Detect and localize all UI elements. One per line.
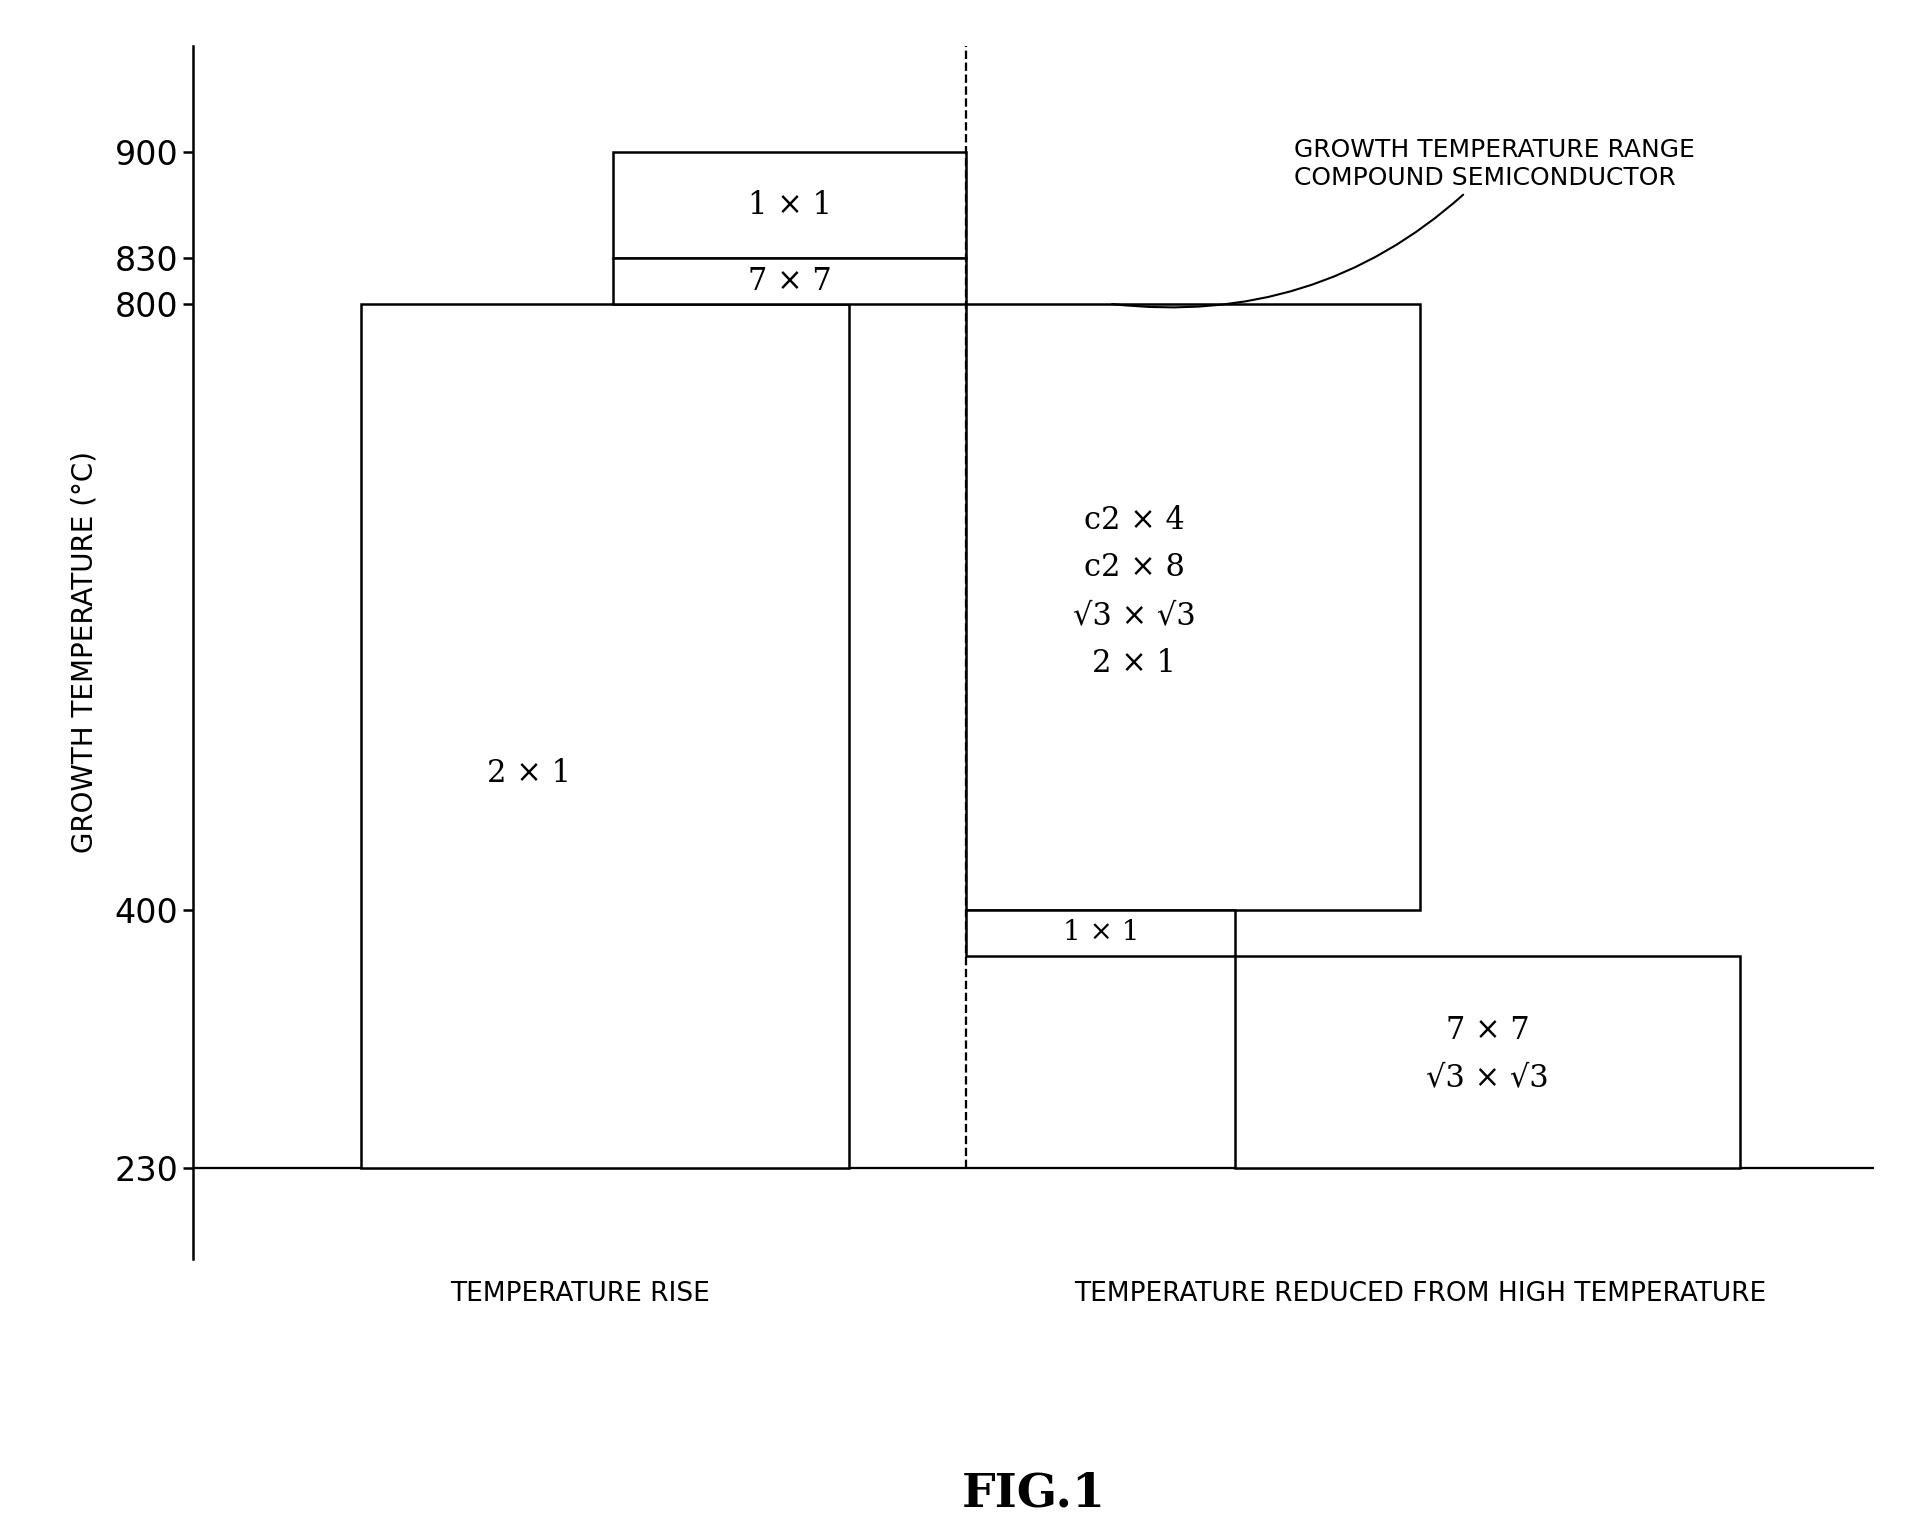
Text: TEMPERATURE REDUCED FROM HIGH TEMPERATURE: TEMPERATURE REDUCED FROM HIGH TEMPERATUR… bbox=[1074, 1282, 1766, 1308]
Text: GROWTH TEMPERATURE RANGE
COMPOUND SEMICONDUCTOR: GROWTH TEMPERATURE RANGE COMPOUND SEMICO… bbox=[1113, 138, 1694, 307]
Bar bbox=[1235, 955, 1739, 1168]
Text: 1 × 1: 1 × 1 bbox=[748, 190, 833, 221]
Bar bbox=[614, 152, 966, 258]
Text: 1 × 1: 1 × 1 bbox=[1063, 919, 1140, 946]
Y-axis label: GROWTH TEMPERATURE (°C): GROWTH TEMPERATURE (°C) bbox=[70, 451, 99, 853]
Bar bbox=[614, 258, 966, 304]
Text: FIG.1: FIG.1 bbox=[962, 1471, 1105, 1517]
Text: TEMPERATURE RISE: TEMPERATURE RISE bbox=[450, 1282, 709, 1308]
Bar bbox=[966, 910, 1235, 955]
Text: 2 × 1: 2 × 1 bbox=[487, 758, 572, 789]
Text: c2 × 4
c2 × 8
√3 × √3
2 × 1: c2 × 4 c2 × 8 √3 × √3 2 × 1 bbox=[1072, 505, 1196, 678]
Bar bbox=[361, 304, 848, 1168]
Bar bbox=[966, 304, 1420, 910]
Text: 7 × 7: 7 × 7 bbox=[748, 266, 833, 296]
Text: 7 × 7
√3 × √3: 7 × 7 √3 × √3 bbox=[1426, 1015, 1549, 1093]
